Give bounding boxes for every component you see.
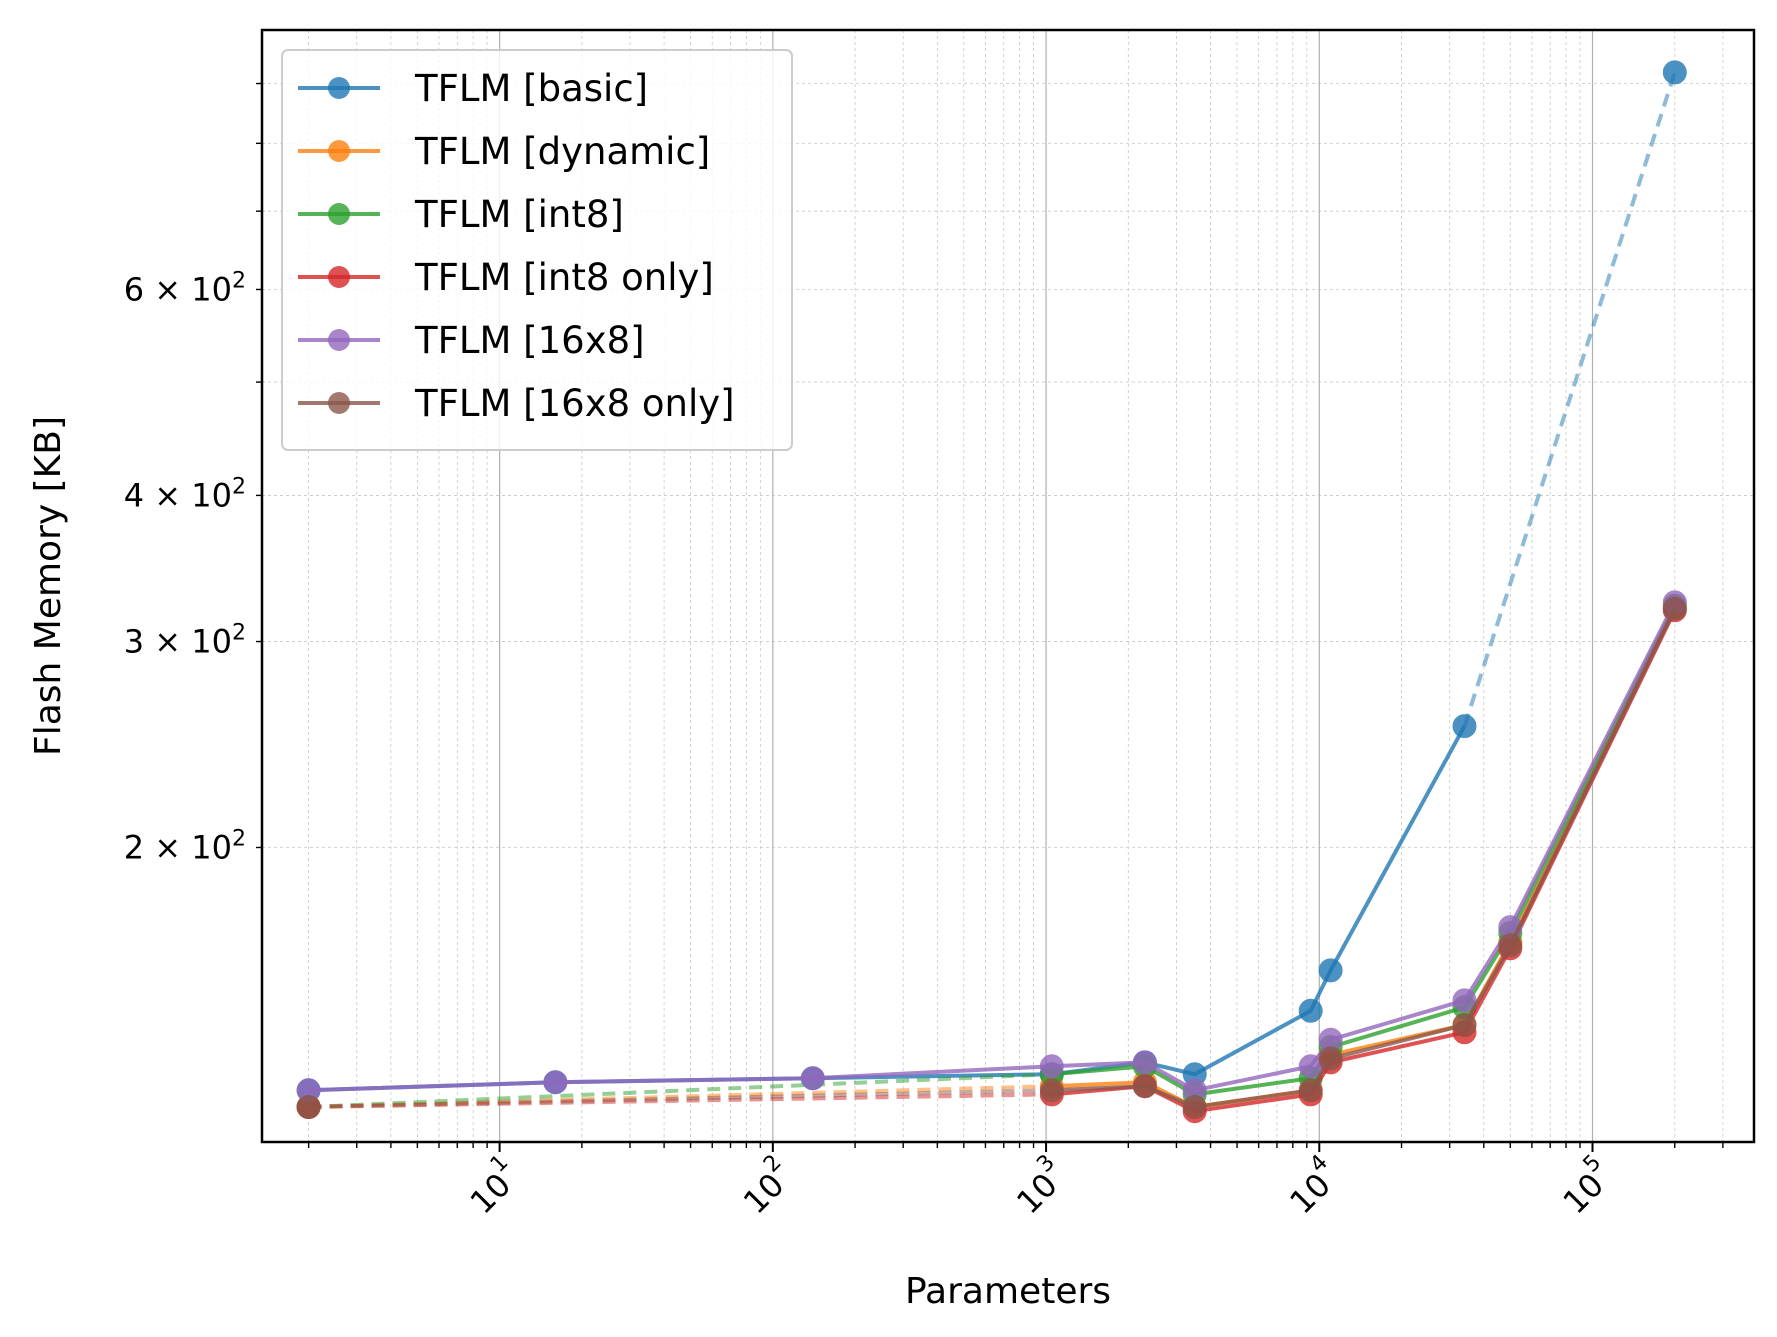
legend-box [281, 49, 793, 451]
x-tick-label-text: 101 [457, 1150, 528, 1221]
data-point [1298, 1078, 1323, 1103]
data-point [1452, 714, 1477, 739]
series-dashed-line [308, 1088, 1052, 1109]
series-dashed-line [308, 1092, 1052, 1109]
data-point [543, 1070, 568, 1095]
minor-gridlines [262, 30, 1754, 1142]
data-point [1298, 998, 1323, 1023]
legend-marker [328, 140, 350, 162]
data-point [1298, 1054, 1323, 1079]
data-point [1039, 1078, 1064, 1103]
x-axis-title: Parameters [905, 1271, 1111, 1312]
x-tick-label-text: 102 [730, 1150, 801, 1221]
legend-label: TFLM [int8] [414, 193, 624, 236]
data-point [1498, 933, 1523, 958]
legend-marker [328, 266, 350, 288]
data-point [1039, 1054, 1064, 1079]
data-point [1662, 596, 1687, 621]
data-point [1452, 988, 1477, 1013]
x-tick-label: 105 [1550, 1150, 1621, 1221]
x-tick-label-text: 104 [1277, 1150, 1348, 1221]
legend: TFLM [basic] TFLM [dynamic] TFLM [int8] TFL… [281, 49, 793, 451]
legend-item: TFLM [int8] [298, 193, 624, 236]
data-point [800, 1066, 825, 1091]
y-tick-label: 2 × 102 [124, 826, 246, 866]
legend-label: TFLM [dynamic] [414, 130, 710, 173]
legend-item: TFLM [16x8 only] [298, 382, 735, 425]
plot-frame [260, 28, 1756, 1144]
x-tick-label: 102 [730, 1150, 801, 1221]
y-tick-label: 3 × 102 [124, 621, 246, 661]
legend-item: TFLM [dynamic] [298, 130, 710, 173]
data-point [1452, 1013, 1477, 1037]
x-tick-label-text: 103 [1004, 1150, 1075, 1221]
data-point [1318, 1046, 1343, 1071]
legend-item: TFLM [int8 only] [298, 256, 714, 299]
data-point [1318, 958, 1343, 983]
data-point [1662, 60, 1687, 85]
legend-item: TFLM [16x8] [298, 319, 645, 362]
y-tick-label: 4 × 102 [124, 474, 246, 514]
legend-marker [328, 329, 350, 351]
x-tick-label: 101 [457, 1150, 528, 1221]
x-tick-label: 103 [1004, 1150, 1075, 1221]
series-dashed-line [1462, 71, 1677, 727]
x-tick-label: 104 [1277, 1150, 1348, 1221]
legend-label: TFLM [int8 only] [414, 256, 714, 299]
series-dashed-line [308, 1084, 1052, 1109]
y-axis-title: Flash Memory [KB] [28, 416, 69, 756]
series-5 [296, 596, 1687, 1119]
legend-marker [328, 392, 350, 414]
legend-label: TFLM [16x8 only] [414, 382, 735, 425]
data-point [1182, 1095, 1207, 1119]
series-dashed-line [308, 1072, 1052, 1109]
data-point [1132, 1074, 1157, 1099]
data-point [296, 1095, 321, 1119]
data-point [1132, 1050, 1157, 1075]
legend-marker [328, 77, 350, 99]
legend-item: TFLM [basic] [298, 67, 648, 110]
y-tick-label: 6 × 102 [124, 268, 246, 308]
x-tick-label-text: 105 [1550, 1150, 1621, 1221]
legend-marker [328, 203, 350, 225]
legend-label: TFLM [basic] [414, 67, 648, 110]
series-layer [296, 60, 1687, 1124]
legend-label: TFLM [16x8] [414, 319, 645, 362]
